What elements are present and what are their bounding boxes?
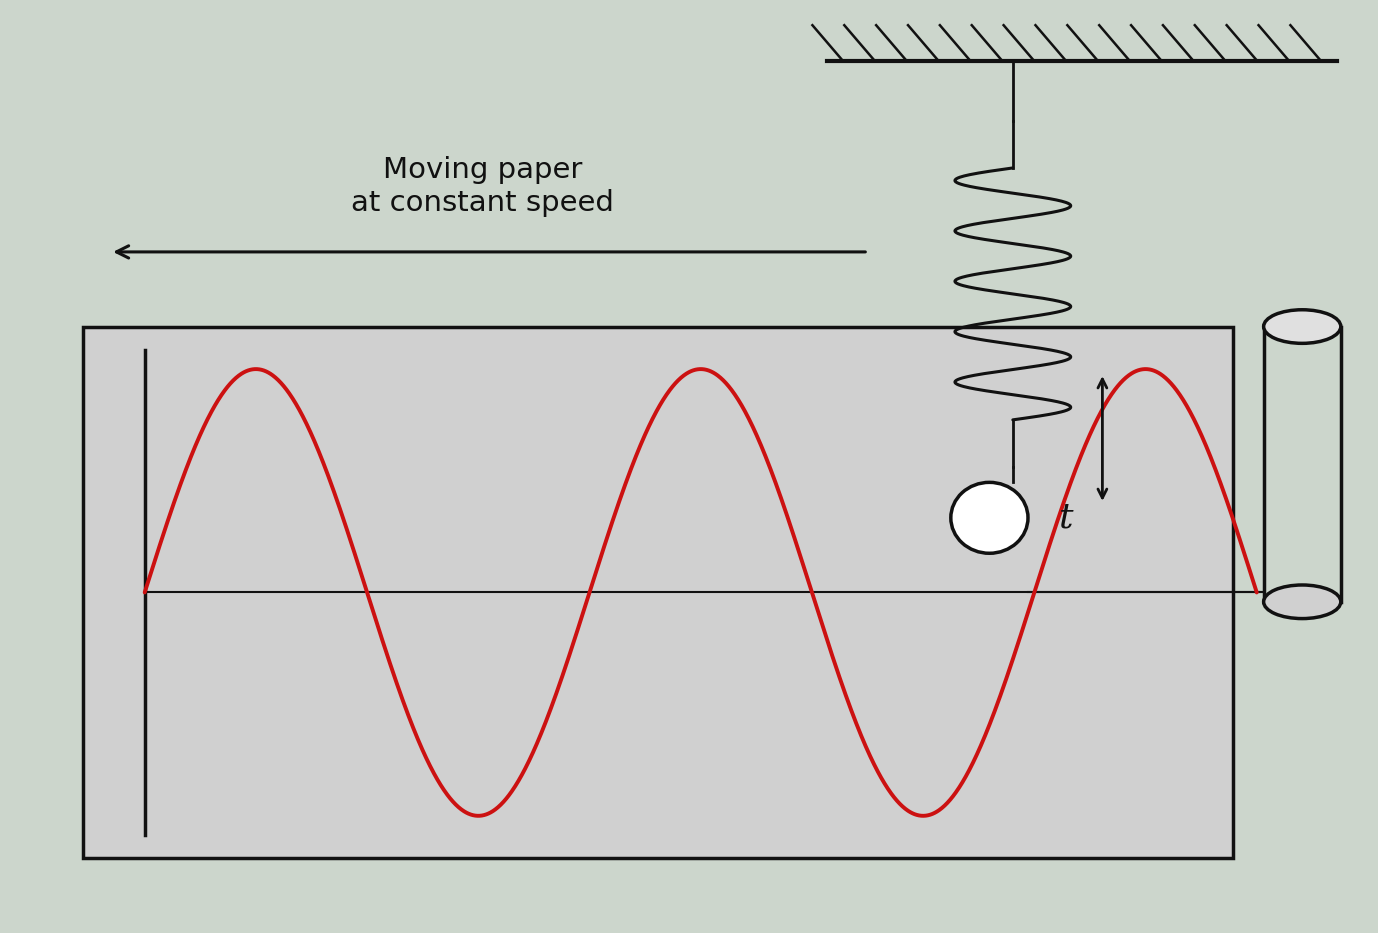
- Ellipse shape: [951, 482, 1028, 553]
- Text: t: t: [1058, 501, 1073, 535]
- Bar: [83, 327, 1233, 858]
- Text: Moving paper
at constant speed: Moving paper at constant speed: [351, 157, 613, 216]
- Ellipse shape: [1264, 585, 1341, 619]
- Ellipse shape: [1264, 310, 1341, 343]
